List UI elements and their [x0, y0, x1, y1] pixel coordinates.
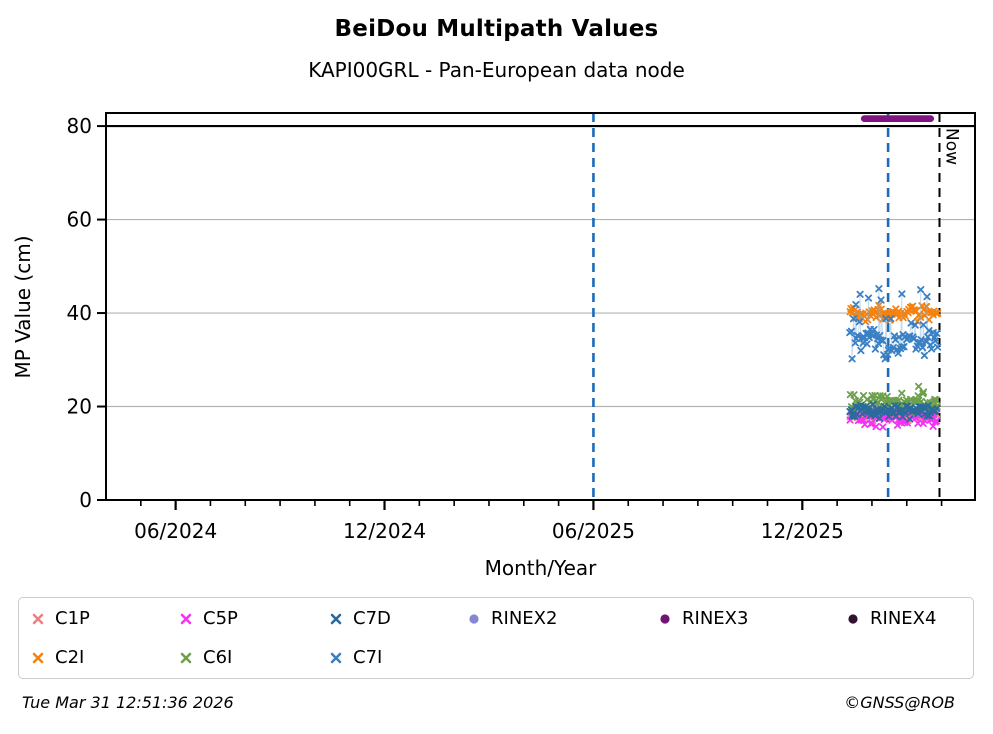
x-axis-label: Month/Year — [485, 556, 598, 580]
legend-item-C5P: C5P — [178, 608, 238, 630]
legend-item-C7D: C7D — [328, 608, 391, 630]
legend-label-C7I: C7I — [353, 647, 383, 668]
legend-item-C6I: C6I — [178, 647, 232, 669]
legend-label-C1P: C1P — [55, 608, 90, 629]
svg-text:0: 0 — [79, 488, 92, 512]
copyright-label: ©GNSS@ROB — [844, 693, 955, 712]
legend-item-RINEX2: RINEX2 — [466, 608, 557, 630]
timestamp-label: Tue Mar 31 12:51:36 2026 — [22, 693, 234, 712]
legend-item-C1P: C1P — [30, 608, 90, 630]
legend-marker-C6I — [180, 652, 192, 664]
y-axis-label: MP Value (cm) — [11, 235, 35, 378]
svg-text:12/2024: 12/2024 — [343, 519, 426, 543]
chart-svg: Now 0 20 40 60 80 06/2024 12/2024 06/2025 12/2025… — [11, 112, 976, 580]
legend-item-C2I: C2I — [30, 647, 84, 669]
legend-item-RINEX4: RINEX4 — [845, 608, 936, 630]
legend-label-RINEX3: RINEX3 — [682, 608, 749, 629]
legend-label-C6I: C6I — [203, 647, 233, 668]
legend-label-RINEX2: RINEX2 — [491, 608, 558, 629]
axis-ticks: 0 20 40 60 80 06/2024 12/2024 06/2025 12/2025 — [67, 114, 943, 543]
legend-label-C7D: C7D — [353, 608, 391, 629]
series-C7I — [846, 285, 942, 363]
chart-legend: C1P C5P C7D RINEX2 RINEX3 RINEX4 C2I C6I C7I — [18, 597, 974, 679]
svg-text:20: 20 — [67, 395, 92, 419]
legend-label-RINEX4: RINEX4 — [870, 608, 937, 629]
svg-text:80: 80 — [67, 114, 92, 138]
svg-text:12/2025: 12/2025 — [761, 519, 844, 543]
legend-marker-RINEX4 — [848, 614, 858, 624]
legend-item-C7I: C7I — [328, 647, 382, 669]
plot-area: Now 0 20 40 60 80 06/2024 12/2024 06/2025 12/2025… — [11, 112, 976, 580]
svg-text:06/2025: 06/2025 — [552, 519, 635, 543]
svg-text:40: 40 — [67, 301, 92, 325]
now-label: Now — [941, 128, 961, 165]
plot-frame — [105, 112, 976, 501]
legend-marker-C7D — [330, 613, 342, 625]
legend-marker-C1P — [32, 613, 44, 625]
series-C7D — [846, 400, 941, 423]
legend-marker-RINEX2 — [469, 614, 479, 624]
legend-item-RINEX3: RINEX3 — [657, 608, 748, 630]
legend-marker-C5P — [180, 613, 192, 625]
chart-subtitle: KAPI00GRL - Pan-European data node — [308, 58, 685, 82]
gridlines — [106, 218, 975, 408]
legend-marker-C7I — [330, 652, 342, 664]
legend-label-C2I: C2I — [55, 647, 85, 668]
legend-label-C5P: C5P — [203, 608, 238, 629]
svg-text:60: 60 — [67, 208, 92, 232]
legend-marker-RINEX3 — [660, 614, 670, 624]
legend-marker-C2I — [32, 652, 44, 664]
chart-title: BeiDou Multipath Values — [334, 16, 659, 42]
svg-text:06/2024: 06/2024 — [134, 519, 217, 543]
rinex3-flag-bar — [860, 115, 935, 123]
